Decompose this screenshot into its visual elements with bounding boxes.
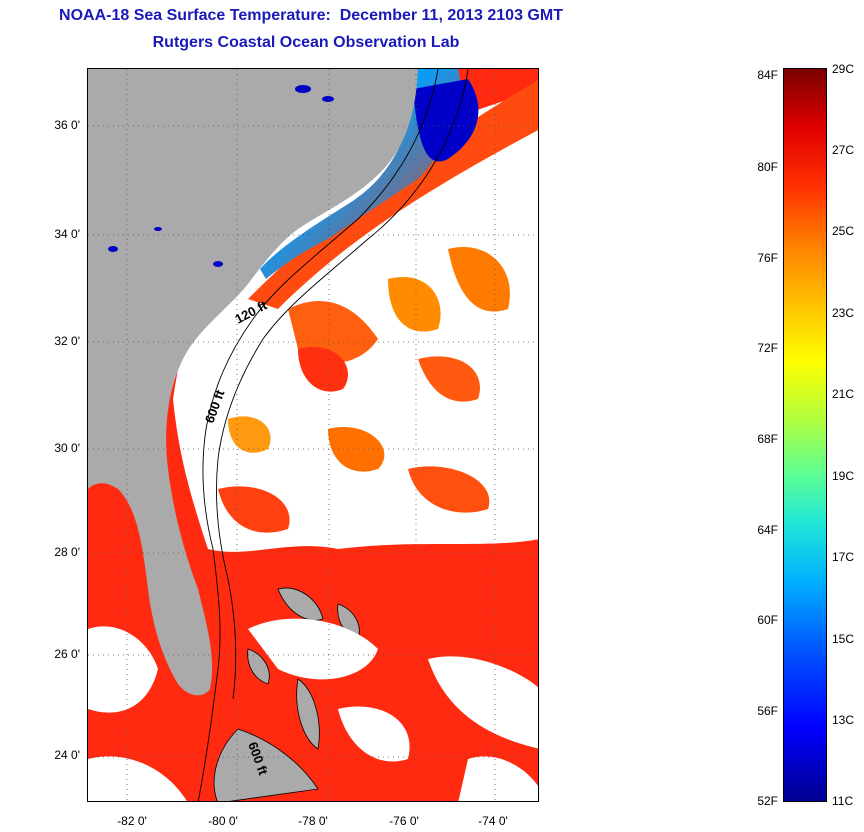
colorbar-f-label-56: 56F xyxy=(757,704,778,718)
colorbar-c-label-17: 17C xyxy=(832,550,855,564)
colorbar-f-label-60: 60F xyxy=(757,613,778,627)
temperature-colorbar xyxy=(783,68,827,802)
lat-label-30: 30 0' xyxy=(54,441,80,455)
colorbar-f-label-64: 64F xyxy=(757,523,778,537)
colorbar-c-label-19: 19C xyxy=(832,469,855,483)
page-title: NOAA-18 Sea Surface Temperature: Decembe… xyxy=(59,7,563,24)
colorbar-f-label-80: 80F xyxy=(757,160,778,174)
colorbar-c-label-21: 21C xyxy=(832,387,855,401)
sst-map: 120 ft 600 ft 600 ft xyxy=(87,68,539,802)
lat-label-32: 32 0' xyxy=(54,334,80,348)
bahamas-islands xyxy=(213,587,360,801)
colorbar-c-label-11: 11C xyxy=(832,794,854,808)
warm-patches xyxy=(218,247,510,533)
colorbar-c-label-27: 27C xyxy=(832,143,855,157)
colorbar-c-label-13: 13C xyxy=(832,713,855,727)
colorbar-c-label-15: 15C xyxy=(832,632,855,646)
lon-label-76: -76 0' xyxy=(389,814,419,828)
lon-label-78: -78 0' xyxy=(298,814,328,828)
inland-lakes xyxy=(108,85,334,267)
colorbar-f-label-52: 52F xyxy=(757,794,778,808)
colorbar-c-label-23: 23C xyxy=(832,306,855,320)
sst-map-svg: 120 ft 600 ft 600 ft xyxy=(88,69,538,801)
page-subtitle: Rutgers Coastal Ocean Observation Lab xyxy=(152,34,460,51)
lat-label-24: 24 0' xyxy=(54,748,80,762)
colorbar-f-label-84: 84F xyxy=(757,68,778,82)
coastal-water xyxy=(260,69,461,279)
colorbar-f-label-72: 72F xyxy=(757,341,778,355)
lon-label-82: -82 0' xyxy=(117,814,147,828)
land-mass xyxy=(88,69,418,696)
colorbar-c-label-29: 29C xyxy=(832,62,855,76)
graticule xyxy=(88,69,538,801)
lat-label-26: 26 0' xyxy=(54,647,80,661)
lat-label-36: 36 0' xyxy=(54,118,80,132)
lat-label-28: 28 0' xyxy=(54,545,80,559)
lon-label-74: -74 0' xyxy=(478,814,508,828)
depth-contours xyxy=(197,69,469,801)
colorbar-c-label-25: 25C xyxy=(832,224,855,238)
lat-label-34: 34 0' xyxy=(54,227,80,241)
lon-label-80: -80 0' xyxy=(208,814,238,828)
colorbar-f-label-68: 68F xyxy=(757,432,778,446)
colorbar-f-label-76: 76F xyxy=(757,251,778,265)
southern-clouds xyxy=(88,618,538,801)
